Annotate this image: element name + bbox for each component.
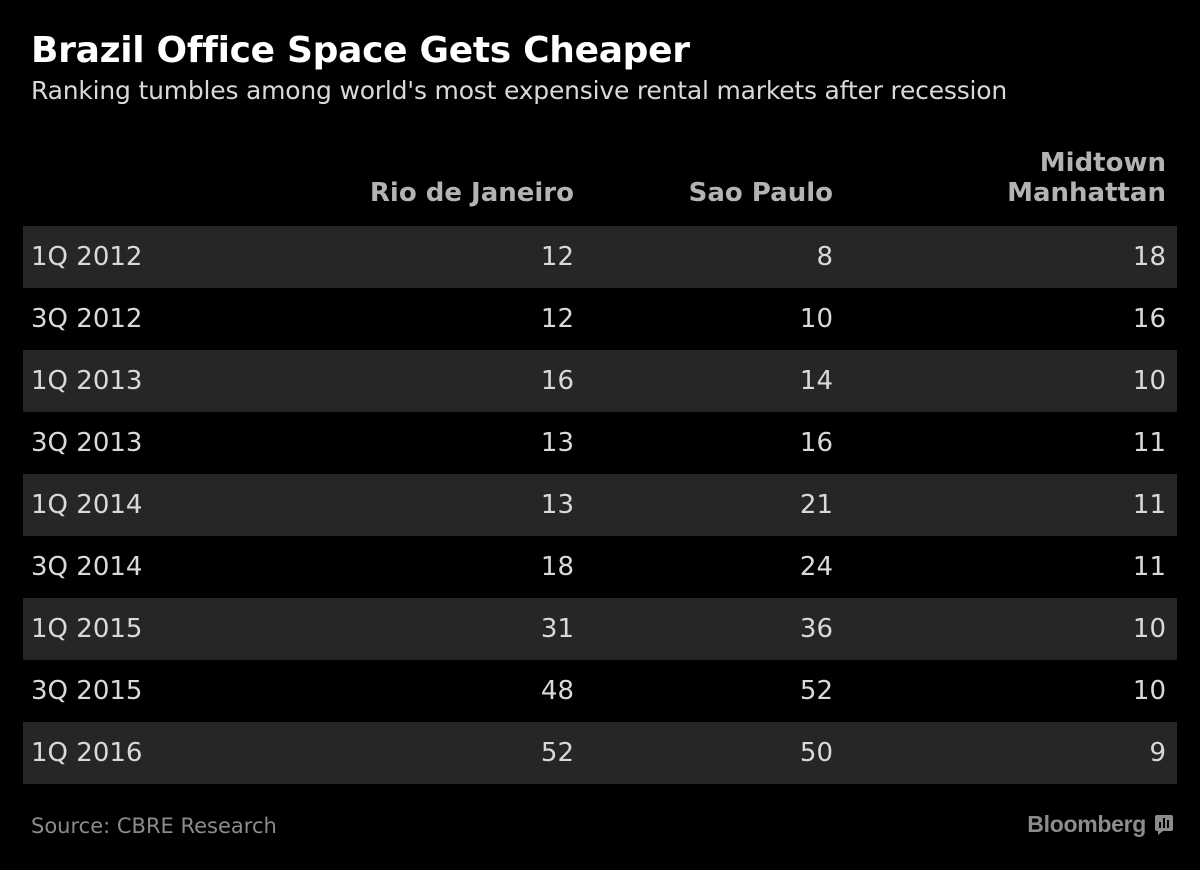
rankings-table: Rio de Janeiro Sao Paulo Midtown Manhatt… bbox=[23, 140, 1177, 784]
table-row: 3Q 2015 48 52 10 bbox=[23, 660, 1177, 722]
column-header-rio: Rio de Janeiro bbox=[369, 178, 574, 208]
cell-rio: 13 bbox=[540, 428, 574, 458]
row-period: 3Q 2015 bbox=[31, 676, 143, 706]
row-period: 1Q 2014 bbox=[31, 490, 143, 520]
cell-rio: 12 bbox=[540, 242, 574, 272]
cell-sao-paulo: 8 bbox=[816, 242, 833, 272]
cell-sao-paulo: 14 bbox=[799, 366, 833, 396]
cell-midtown-manhattan: 10 bbox=[1132, 676, 1166, 706]
cell-sao-paulo: 10 bbox=[799, 304, 833, 334]
cell-midtown-manhattan: 11 bbox=[1132, 428, 1166, 458]
cell-midtown-manhattan: 16 bbox=[1132, 304, 1166, 334]
brand-name: Bloomberg bbox=[1027, 811, 1146, 837]
cell-sao-paulo: 21 bbox=[799, 490, 833, 520]
row-period: 3Q 2012 bbox=[31, 304, 143, 334]
cell-rio: 31 bbox=[540, 614, 574, 644]
source-note: Source: CBRE Research bbox=[31, 814, 277, 838]
cell-sao-paulo: 24 bbox=[799, 552, 833, 582]
table-row: 1Q 2015 31 36 10 bbox=[23, 598, 1177, 660]
table-row: 1Q 2014 13 21 11 bbox=[23, 474, 1177, 536]
table-row: 3Q 2012 12 10 16 bbox=[23, 288, 1177, 350]
cell-midtown-manhattan: 11 bbox=[1132, 490, 1166, 520]
cell-midtown-manhattan: 10 bbox=[1132, 614, 1166, 644]
row-period: 1Q 2013 bbox=[31, 366, 143, 396]
chart-title: Brazil Office Space Gets Cheaper bbox=[31, 30, 690, 71]
table-header: Rio de Janeiro Sao Paulo Midtown Manhatt… bbox=[23, 140, 1177, 226]
cell-rio: 13 bbox=[540, 490, 574, 520]
table-row: 1Q 2012 12 8 18 bbox=[23, 226, 1177, 288]
cell-midtown-manhattan: 18 bbox=[1132, 242, 1166, 272]
cell-midtown-manhattan: 11 bbox=[1132, 552, 1166, 582]
cell-sao-paulo: 36 bbox=[799, 614, 833, 644]
row-period: 3Q 2013 bbox=[31, 428, 143, 458]
cell-rio: 16 bbox=[540, 366, 574, 396]
table-row: 1Q 2016 52 50 9 bbox=[23, 722, 1177, 784]
cell-rio: 48 bbox=[540, 676, 574, 706]
cell-sao-paulo: 50 bbox=[799, 738, 833, 768]
cell-midtown-manhattan: 10 bbox=[1132, 366, 1166, 396]
column-header-sao-paulo: Sao Paulo bbox=[688, 178, 833, 208]
row-period: 1Q 2015 bbox=[31, 614, 143, 644]
row-period: 1Q 2012 bbox=[31, 242, 143, 272]
table-row: 1Q 2013 16 14 10 bbox=[23, 350, 1177, 412]
column-header-midtown-manhattan: Midtown Manhattan bbox=[1007, 148, 1166, 208]
cell-rio: 12 bbox=[540, 304, 574, 334]
table-row: 3Q 2013 13 16 11 bbox=[23, 412, 1177, 474]
cell-sao-paulo: 16 bbox=[799, 428, 833, 458]
chart-subtitle: Ranking tumbles among world's most expen… bbox=[31, 76, 1008, 105]
brand-logo: Bloomberg bbox=[1027, 811, 1174, 838]
cell-sao-paulo: 52 bbox=[799, 676, 833, 706]
row-period: 1Q 2016 bbox=[31, 738, 143, 768]
cell-rio: 18 bbox=[540, 552, 574, 582]
table-row: 3Q 2014 18 24 11 bbox=[23, 536, 1177, 598]
cell-rio: 52 bbox=[540, 738, 574, 768]
cell-midtown-manhattan: 9 bbox=[1149, 738, 1166, 768]
bloomberg-logo-icon bbox=[1154, 814, 1174, 836]
row-period: 3Q 2014 bbox=[31, 552, 143, 582]
